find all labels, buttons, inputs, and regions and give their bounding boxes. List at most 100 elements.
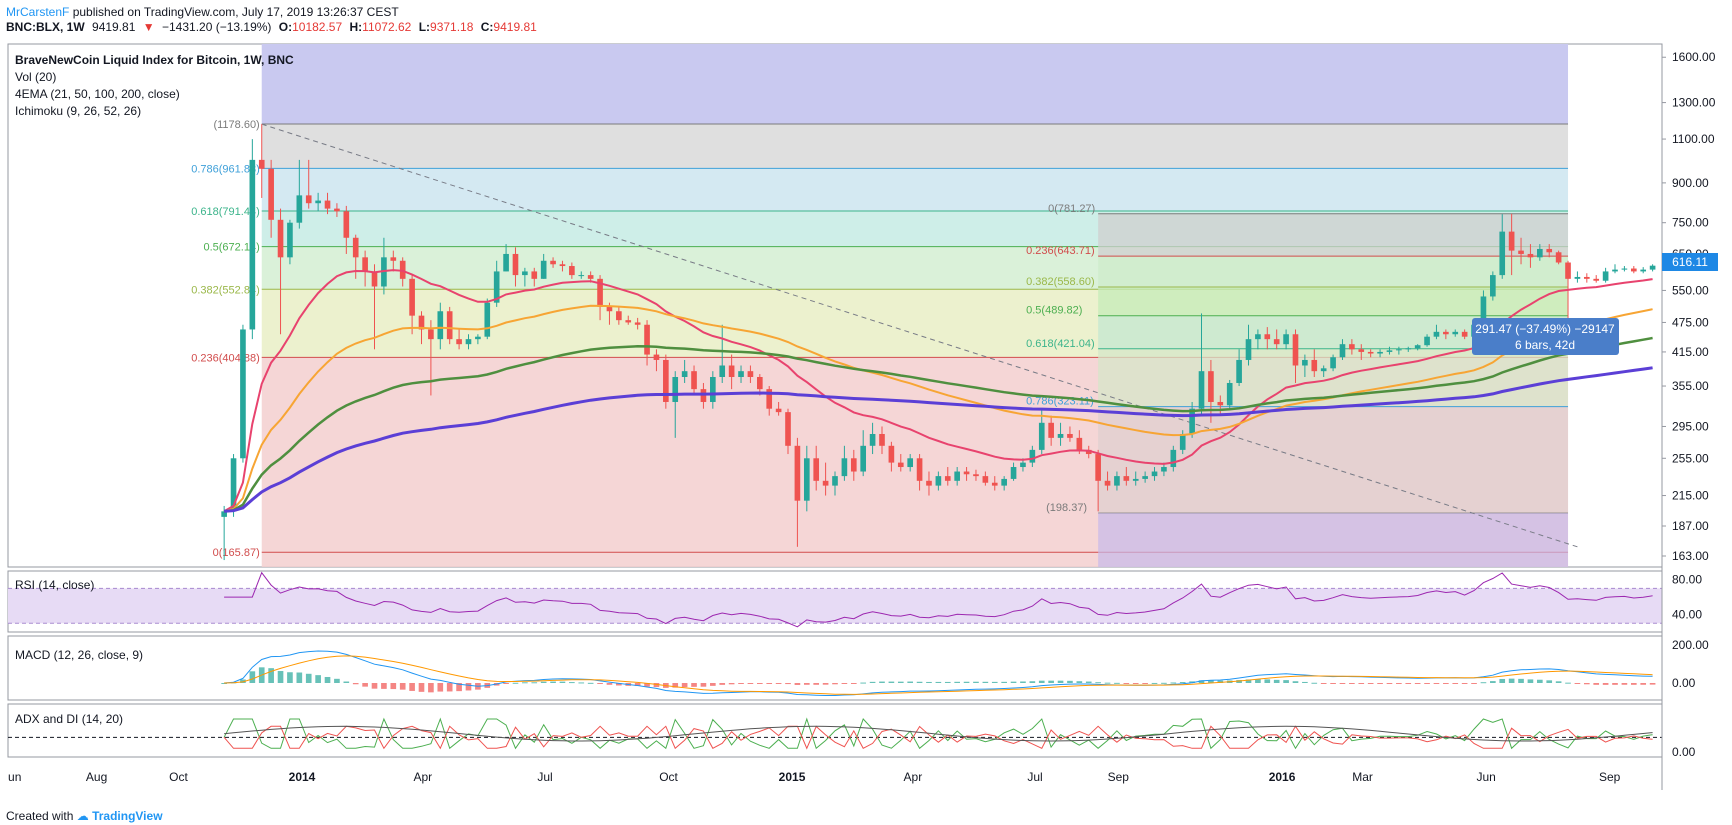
last-price-marker: 616.11 bbox=[1662, 253, 1718, 271]
high-label: H: bbox=[349, 20, 363, 34]
fib2-level-label: 0.382(558.60) bbox=[1026, 276, 1095, 288]
macd-histogram-bar bbox=[324, 676, 331, 683]
close-value: 9419.81 bbox=[493, 20, 537, 34]
y-tick-label: 550.00 bbox=[1672, 283, 1709, 297]
macd-histogram-bar bbox=[1255, 679, 1261, 683]
macd-histogram-bar bbox=[1339, 683, 1346, 684]
measure-line2: 6 bars, 42d bbox=[1515, 338, 1575, 352]
macd-histogram-bar bbox=[559, 681, 566, 683]
candle-body bbox=[625, 320, 632, 323]
macd-histogram-bar bbox=[1292, 681, 1299, 683]
macd-histogram-bar bbox=[1377, 683, 1383, 684]
candle-body bbox=[475, 336, 481, 340]
candle-body bbox=[1367, 351, 1374, 354]
macd-histogram-bar bbox=[954, 681, 960, 683]
candle-body bbox=[954, 471, 960, 481]
macd-histogram-bar bbox=[860, 682, 867, 684]
adx-pane[interactable] bbox=[7, 703, 1663, 758]
macd-histogram-bar bbox=[1198, 680, 1205, 683]
ema-50-line bbox=[223, 304, 1653, 513]
rsi-pane[interactable] bbox=[7, 570, 1663, 633]
fib-level-label: 0.618(791.44) bbox=[191, 206, 260, 218]
macd-histogram-bar bbox=[1555, 681, 1562, 683]
candle-body bbox=[240, 329, 246, 459]
x-tick-label: Sep bbox=[1108, 770, 1130, 784]
macd-histogram-bar bbox=[437, 683, 444, 692]
macd-histogram-bar bbox=[1583, 683, 1590, 685]
candle-body bbox=[428, 329, 434, 340]
candle-body bbox=[1085, 449, 1092, 455]
macd-histogram-bar bbox=[1452, 683, 1459, 684]
macd-histogram-bar bbox=[1273, 679, 1280, 683]
candle-body bbox=[550, 260, 556, 265]
y-tick-label: 215.00 bbox=[1672, 489, 1709, 503]
macd-histogram-bar bbox=[465, 683, 472, 691]
candle-body bbox=[446, 311, 453, 340]
macd-histogram-bar bbox=[362, 683, 368, 687]
macd-histogram-bar bbox=[1132, 683, 1139, 684]
macd-histogram-bar bbox=[1630, 683, 1637, 685]
candle-body bbox=[1283, 334, 1289, 345]
candle-body bbox=[935, 476, 942, 486]
macd-histogram-bar bbox=[1208, 680, 1214, 683]
author-link[interactable]: MrCarstenF bbox=[6, 5, 70, 19]
last-price-badge bbox=[1662, 253, 1718, 271]
low-value: 9371.18 bbox=[430, 20, 474, 34]
measure-tool[interactable]: 291.47 (−37.49%) −29147 6 bars, 42d bbox=[1472, 318, 1619, 355]
candle-body bbox=[1029, 449, 1036, 463]
macd-histogram-bar bbox=[1095, 682, 1101, 684]
rsi-band bbox=[8, 588, 1662, 624]
candle-body bbox=[1593, 278, 1600, 281]
y-tick-label: 163.00 bbox=[1672, 549, 1709, 563]
y-tick-label: 295.00 bbox=[1672, 419, 1709, 433]
candle-body bbox=[803, 458, 810, 501]
macd-histogram-bar bbox=[879, 681, 885, 683]
macd-histogram-bar bbox=[531, 682, 538, 684]
macd-histogram-bar bbox=[926, 681, 932, 683]
macd-histogram-bar bbox=[1386, 683, 1393, 684]
macd-histogram-bar bbox=[1358, 683, 1365, 684]
candle-body bbox=[1095, 454, 1101, 481]
candle-body bbox=[390, 257, 397, 261]
main-pane[interactable]: (1178.60) 0.786(961.88) 0.618(791.44) 0.5(6… bbox=[7, 43, 1663, 568]
candle-body bbox=[1001, 478, 1007, 486]
macd-histogram-bar bbox=[522, 682, 528, 684]
footer-brand[interactable]: TradingView bbox=[92, 809, 163, 823]
candle-body bbox=[1480, 296, 1487, 325]
x-tick-label: Oct bbox=[169, 770, 188, 784]
candle-body bbox=[1151, 471, 1158, 477]
macd-histogram-bar bbox=[822, 683, 829, 685]
x-tick-label: Jul bbox=[537, 770, 552, 784]
macd-pane[interactable] bbox=[7, 635, 1663, 701]
macd-histogram-bar bbox=[1311, 682, 1318, 684]
macd-histogram-bar bbox=[756, 683, 763, 684]
fib2-zone bbox=[1098, 256, 1569, 288]
candle-body bbox=[1630, 268, 1637, 272]
macd-histogram-bar bbox=[1433, 683, 1440, 684]
candle-body bbox=[1292, 334, 1299, 366]
macd-histogram-bar bbox=[1104, 682, 1111, 684]
candle-body bbox=[484, 302, 491, 337]
footer-created: Created with bbox=[6, 809, 74, 823]
fib2-level-label: (198.37) bbox=[1046, 502, 1087, 514]
macd-histogram-bar bbox=[1029, 681, 1036, 683]
macd-histogram-bar bbox=[1640, 683, 1647, 685]
macd-histogram-bar bbox=[644, 683, 650, 687]
candle-body bbox=[1208, 371, 1214, 402]
fib-level-label: (1178.60) bbox=[213, 119, 259, 131]
macd-histogram-bar bbox=[1283, 680, 1289, 683]
macd-histogram-bar bbox=[1057, 680, 1064, 683]
macd-histogram-bar bbox=[399, 683, 406, 690]
x-tick-label: Aug bbox=[86, 770, 107, 784]
candle-body bbox=[888, 445, 895, 463]
macd-histogram-bar bbox=[1170, 682, 1177, 684]
macd-histogram-bar bbox=[973, 681, 979, 683]
macd-histogram-bar bbox=[1499, 678, 1506, 683]
fib-level-label: 0.5(672.14) bbox=[203, 242, 259, 254]
fib-zone-top bbox=[261, 44, 1569, 124]
candle-body bbox=[1612, 269, 1618, 272]
macd-histogram-bar bbox=[381, 683, 387, 689]
candle-body bbox=[352, 237, 359, 258]
macd-histogram-bar bbox=[343, 681, 350, 683]
